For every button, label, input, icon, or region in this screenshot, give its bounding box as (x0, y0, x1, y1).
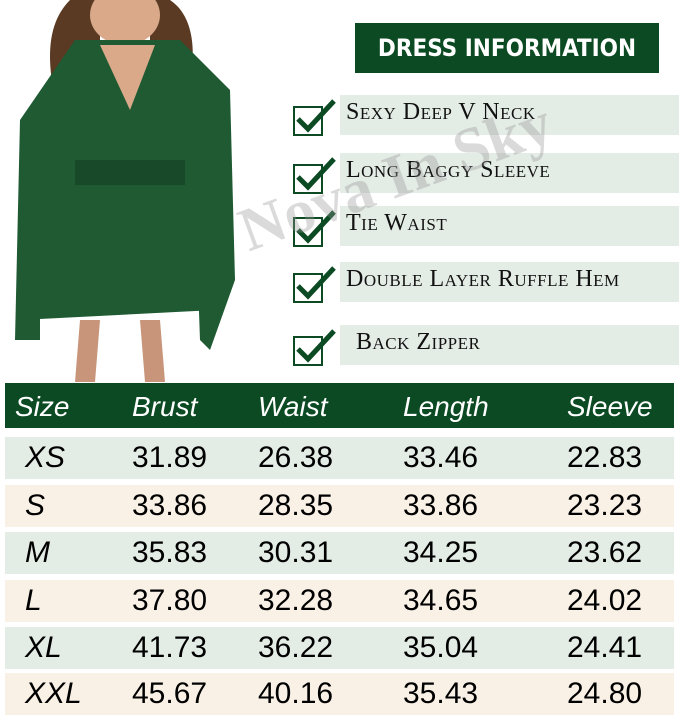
feature-item: Back Zipper (292, 325, 679, 369)
checkbox-check-icon (293, 157, 336, 194)
feature-item: Sexy Deep V Neck (292, 95, 679, 139)
cell-length: 33.46 (403, 441, 479, 474)
cell-sleeve: 24.02 (567, 584, 643, 617)
cell-waist: 26.38 (258, 441, 334, 474)
cell-length: 33.86 (403, 489, 479, 522)
feature-label: Long Baggy Sleeve (346, 157, 551, 183)
dress-information-title: DRESS INFORMATION (355, 23, 659, 73)
header-length: Length (403, 391, 489, 422)
cell-sleeve: 23.23 (567, 489, 643, 522)
table-row: XXL 45.67 40.16 35.43 24.80 (5, 673, 674, 715)
header-waist: Waist (258, 391, 328, 422)
cell-size: XL (25, 631, 62, 664)
size-table-header: Size Brust Waist Length Sleeve (5, 383, 674, 428)
cell-waist: 30.31 (258, 536, 334, 569)
cell-waist: 36.22 (258, 631, 334, 664)
checkbox-check-icon (293, 99, 336, 136)
feature-label: Sexy Deep V Neck (346, 99, 536, 125)
cell-size: L (25, 584, 42, 617)
feature-item: Tie Waist (292, 206, 679, 250)
cell-length: 34.65 (403, 584, 479, 617)
cell-length: 35.43 (403, 677, 479, 710)
product-photo (0, 0, 240, 382)
cell-brust: 31.89 (132, 441, 208, 474)
cell-sleeve: 22.83 (567, 441, 643, 474)
cell-brust: 35.83 (132, 536, 208, 569)
table-row: XS 31.89 26.38 33.46 22.83 (5, 437, 674, 479)
cell-brust: 41.73 (132, 631, 208, 664)
checkbox-check-icon (293, 210, 336, 247)
cell-brust: 37.80 (132, 584, 208, 617)
checkbox-check-icon (293, 329, 336, 366)
feature-item: Double Layer Ruffle Hem (292, 262, 679, 306)
cell-waist: 40.16 (258, 677, 334, 710)
header-size: Size (15, 391, 70, 422)
cell-length: 35.04 (403, 631, 479, 664)
feature-item: Long Baggy Sleeve (292, 153, 679, 197)
cell-waist: 28.35 (258, 489, 334, 522)
table-row: L 37.80 32.28 34.65 24.02 (5, 580, 674, 622)
table-row: XL 41.73 36.22 35.04 24.41 (5, 627, 674, 669)
cell-sleeve: 23.62 (567, 536, 643, 569)
cell-brust: 45.67 (132, 677, 208, 710)
header-sleeve: Sleeve (567, 391, 653, 422)
feature-label: Tie Waist (346, 210, 448, 236)
feature-label: Back Zipper (356, 329, 481, 355)
cell-size: XS (25, 441, 66, 474)
cell-sleeve: 24.80 (567, 677, 643, 710)
cell-size: XXL (25, 677, 82, 710)
cell-size: M (25, 536, 50, 569)
header-brust: Brust (132, 391, 198, 422)
cell-sleeve: 24.41 (567, 631, 643, 664)
cell-brust: 33.86 (132, 489, 208, 522)
checkbox-check-icon (293, 266, 336, 303)
cell-length: 34.25 (403, 536, 479, 569)
table-row: S 33.86 28.35 33.86 23.23 (5, 485, 674, 527)
cell-size: S (25, 489, 46, 522)
cell-waist: 32.28 (258, 584, 334, 617)
feature-label: Double Layer Ruffle Hem (346, 266, 620, 292)
table-row: M 35.83 30.31 34.25 23.62 (5, 532, 674, 574)
